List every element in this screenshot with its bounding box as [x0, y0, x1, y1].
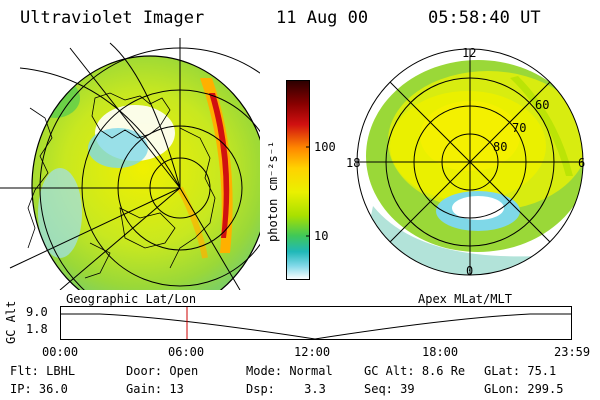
time-tick-0600: 06:00 — [168, 345, 205, 359]
status-label: Seq: — [364, 382, 393, 396]
status-label: Door: — [126, 364, 163, 378]
colorbar-unit-label: photon cm⁻²s⁻¹ — [266, 140, 280, 242]
status-label: Dsp: — [246, 382, 275, 396]
status-label: Flt: — [10, 364, 39, 378]
right-panel-caption: Apex MLat/MLT — [418, 292, 512, 306]
magnetic-image — [338, 46, 598, 278]
status-value: 13 — [169, 382, 184, 396]
lat-label-70: 70 — [512, 121, 527, 135]
altitude-plot — [60, 306, 572, 340]
time-tick-1800: 18:00 — [422, 345, 459, 359]
time-tick-0000: 00:00 — [42, 345, 79, 359]
observation-time: 05:58:40 UT — [428, 8, 541, 28]
status-value: 299.5 — [527, 382, 564, 396]
status-value: 75.1 — [527, 364, 557, 378]
status-gc-alt: GC Alt: 8.6 Re — [364, 364, 465, 378]
colorbar — [286, 80, 310, 280]
time-tick-2359: 23:59 — [554, 345, 591, 359]
instrument-title: Ultraviolet Imager — [20, 8, 205, 28]
colorbar-tick-100: 100 — [314, 140, 336, 154]
status-mode: Mode: Normal — [246, 364, 333, 378]
status-value: 8.6 Re — [421, 364, 466, 378]
status-value: 36.0 — [38, 382, 68, 396]
status-ip: IP: 36.0 — [10, 382, 68, 396]
mlt-label-12: 12 — [462, 46, 477, 60]
mlt-label-0: 0 — [466, 264, 474, 278]
status-label: Mode: — [246, 364, 283, 378]
status-value: Open — [169, 364, 199, 378]
altitude-ylabel: GC Alt — [4, 300, 18, 344]
status-gain: Gain: 13 — [126, 382, 184, 396]
status-label: IP: — [10, 382, 32, 396]
status-door: Door: Open — [126, 364, 198, 378]
geographic-image — [0, 38, 260, 290]
status-dsp: Dsp: 3.3 — [246, 382, 326, 396]
mlt-label-6: 6 — [578, 156, 586, 170]
status-glon: GLon: 299.5 — [484, 382, 563, 396]
status-label: GC Alt: — [364, 364, 415, 378]
status-label: GLat: — [484, 364, 521, 378]
lat-label-60: 60 — [535, 98, 550, 112]
status-value: LBHL — [46, 364, 76, 378]
colorbar-tick-10: 10 — [314, 229, 329, 243]
status-label: GLon: — [484, 382, 521, 396]
status-value: 3.3 — [304, 382, 326, 396]
status-glat: GLat: 75.1 — [484, 364, 556, 378]
status-label: Gain: — [126, 382, 163, 396]
status-value: Normal — [289, 364, 333, 378]
lat-label-80: 80 — [493, 140, 508, 154]
altitude-ytick-9: 9.0 — [26, 305, 48, 319]
left-panel-caption: Geographic Lat/Lon — [66, 292, 197, 306]
observation-date: 11 Aug 00 — [276, 8, 369, 28]
altitude-ytick-1-8: 1.8 — [26, 322, 48, 336]
status-filter: Flt: LBHL — [10, 364, 75, 378]
status-value: 39 — [400, 382, 415, 396]
time-tick-1200: 12:00 — [294, 345, 331, 359]
mlt-label-18: 18 — [346, 156, 361, 170]
status-seq: Seq: 39 — [364, 382, 415, 396]
